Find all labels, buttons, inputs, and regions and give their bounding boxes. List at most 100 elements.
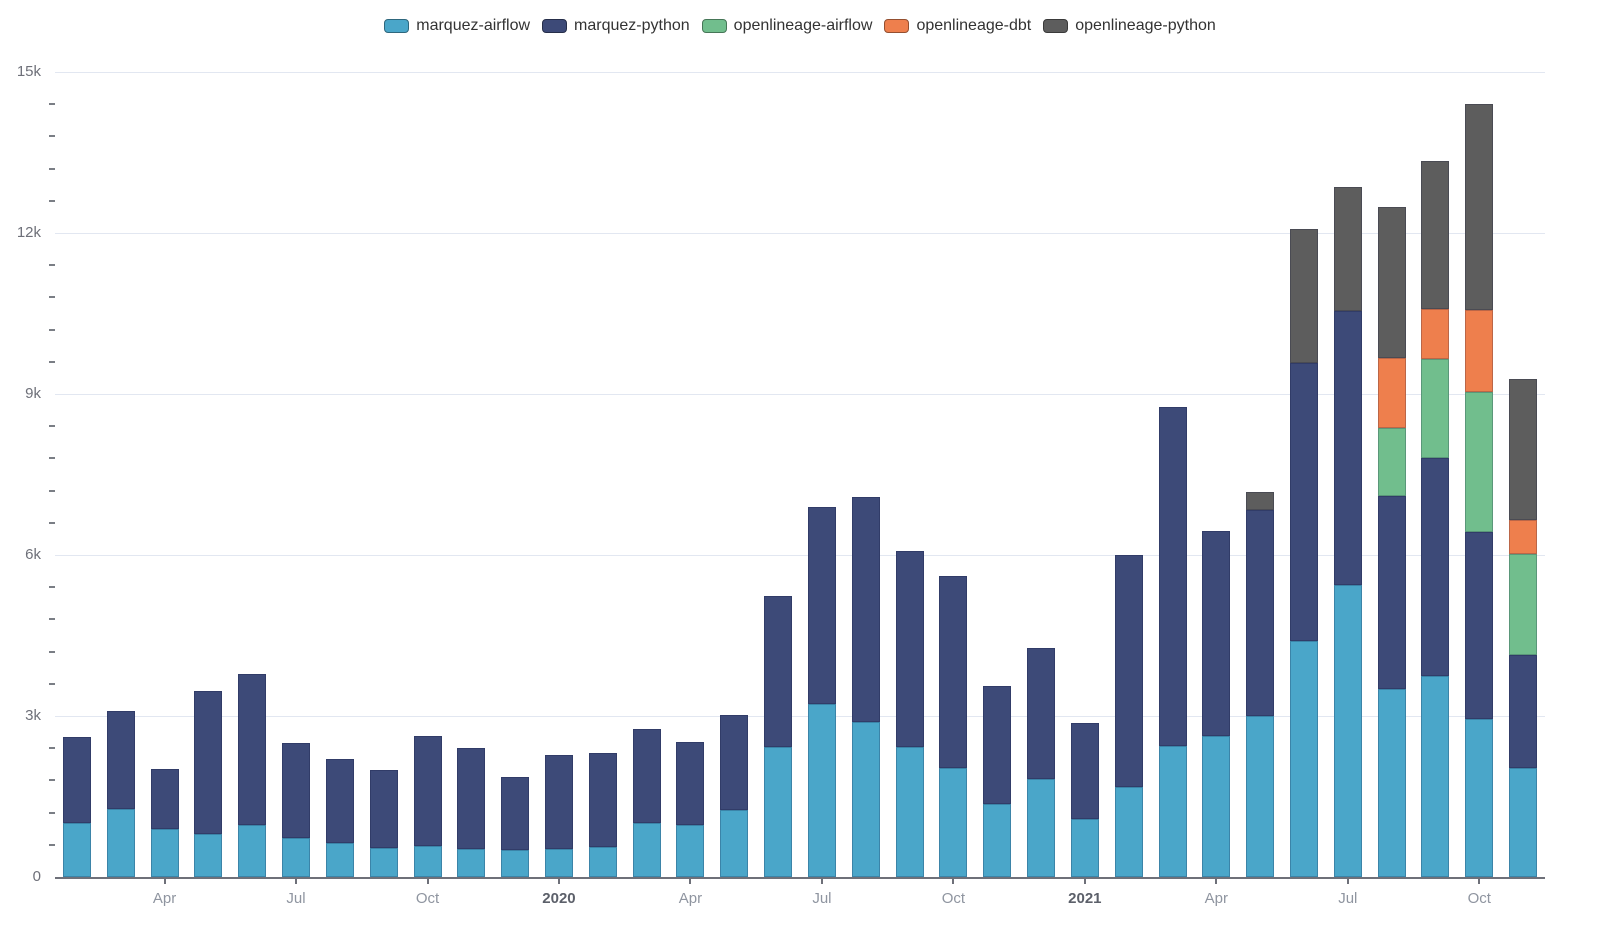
bar-stack[interactable] <box>413 736 442 877</box>
bar-segment-marquez-airflow[interactable] <box>544 848 573 877</box>
bar-segment-marquez-airflow[interactable] <box>983 804 1012 877</box>
bar-segment-marquez-python[interactable] <box>1509 655 1538 769</box>
bar-stack[interactable] <box>325 758 354 877</box>
bar-segment-marquez-python[interactable] <box>62 737 91 824</box>
bar-segment-marquez-airflow[interactable] <box>106 808 135 877</box>
bar-segment-marquez-python[interactable] <box>1377 495 1406 690</box>
bar-segment-marquez-airflow[interactable] <box>1333 584 1362 877</box>
bar-stack[interactable] <box>807 507 836 877</box>
bar-segment-marquez-python[interactable] <box>1246 509 1275 716</box>
bar-segment-marquez-airflow[interactable] <box>238 825 267 877</box>
bar-segment-openlineage-python[interactable] <box>1333 187 1362 311</box>
bar-stack[interactable] <box>194 691 223 877</box>
bar-stack[interactable] <box>544 755 573 877</box>
bar-stack[interactable] <box>764 595 793 877</box>
bar-segment-openlineage-python[interactable] <box>1421 161 1450 310</box>
bar-segment-marquez-python[interactable] <box>1027 648 1056 779</box>
bar-segment-marquez-python[interactable] <box>325 758 354 843</box>
bar-segment-marquez-python[interactable] <box>501 777 530 850</box>
bar-segment-marquez-airflow[interactable] <box>325 842 354 877</box>
bar-segment-marquez-python[interactable] <box>150 768 179 829</box>
bar-segment-marquez-python[interactable] <box>588 753 617 848</box>
bar-segment-marquez-airflow[interactable] <box>1246 716 1275 877</box>
bar-segment-openlineage-dbt[interactable] <box>1377 357 1406 429</box>
bar-segment-marquez-python[interactable] <box>1202 530 1231 737</box>
bar-stack[interactable] <box>676 741 705 877</box>
bar-segment-marquez-airflow[interactable] <box>1377 689 1406 877</box>
bar-segment-openlineage-airflow[interactable] <box>1509 553 1538 656</box>
bar-stack[interactable] <box>1465 104 1494 877</box>
bar-segment-marquez-airflow[interactable] <box>720 810 749 877</box>
bar-segment-marquez-python[interactable] <box>1070 723 1099 819</box>
bar-segment-marquez-python[interactable] <box>1333 310 1362 585</box>
bar-stack[interactable] <box>939 575 968 877</box>
bar-segment-marquez-python[interactable] <box>194 691 223 834</box>
bar-segment-marquez-python[interactable] <box>457 748 486 849</box>
bar-segment-marquez-python[interactable] <box>939 575 968 768</box>
bar-segment-marquez-python[interactable] <box>544 755 573 849</box>
bar-segment-openlineage-dbt[interactable] <box>1509 519 1538 554</box>
bar-segment-marquez-python[interactable] <box>851 497 880 723</box>
bar-stack[interactable] <box>588 753 617 877</box>
bar-stack[interactable] <box>1421 161 1450 877</box>
bar-segment-marquez-airflow[interactable] <box>62 823 91 877</box>
bar-segment-marquez-airflow[interactable] <box>807 704 836 877</box>
bar-segment-marquez-airflow[interactable] <box>764 747 793 877</box>
bar-segment-marquez-airflow[interactable] <box>194 833 223 877</box>
bar-segment-marquez-airflow[interactable] <box>1202 736 1231 877</box>
bar-segment-marquez-python[interactable] <box>1289 363 1318 641</box>
bar-segment-marquez-python[interactable] <box>1158 407 1187 746</box>
bar-stack[interactable] <box>895 550 924 877</box>
bar-segment-marquez-python[interactable] <box>369 769 398 849</box>
bar-segment-openlineage-airflow[interactable] <box>1465 392 1494 532</box>
bar-stack[interactable] <box>501 777 530 877</box>
bar-stack[interactable] <box>1246 492 1275 877</box>
bar-segment-marquez-airflow[interactable] <box>1158 745 1187 877</box>
bar-segment-openlineage-dbt[interactable] <box>1421 309 1450 359</box>
bar-segment-marquez-airflow[interactable] <box>895 746 924 877</box>
bar-segment-marquez-python[interactable] <box>238 674 267 826</box>
bar-segment-marquez-python[interactable] <box>895 550 924 747</box>
bar-segment-marquez-python[interactable] <box>1114 555 1143 787</box>
bar-stack[interactable] <box>62 737 91 877</box>
bar-segment-marquez-airflow[interactable] <box>413 846 442 877</box>
bar-segment-marquez-python[interactable] <box>807 507 836 705</box>
bar-segment-openlineage-python[interactable] <box>1465 104 1494 311</box>
bar-segment-marquez-airflow[interactable] <box>369 848 398 877</box>
bar-segment-marquez-python[interactable] <box>632 728 661 824</box>
bar-stack[interactable] <box>851 497 880 877</box>
legend-item-openlineage-dbt[interactable]: openlineage-dbt <box>884 18 1031 34</box>
bar-stack[interactable] <box>720 714 749 877</box>
bar-stack[interactable] <box>1202 530 1231 877</box>
bar-segment-marquez-airflow[interactable] <box>501 849 530 877</box>
bar-segment-marquez-airflow[interactable] <box>588 847 617 877</box>
bar-stack[interactable] <box>1509 379 1538 877</box>
bar-stack[interactable] <box>1158 407 1187 877</box>
bar-stack[interactable] <box>238 674 267 877</box>
bar-segment-openlineage-python[interactable] <box>1246 492 1275 510</box>
bar-segment-marquez-airflow[interactable] <box>676 825 705 877</box>
bar-stack[interactable] <box>457 748 486 877</box>
bar-stack[interactable] <box>1114 555 1143 877</box>
legend-item-openlineage-python[interactable]: openlineage-python <box>1043 18 1216 34</box>
legend-item-marquez-airflow[interactable]: marquez-airflow <box>384 18 530 34</box>
bar-segment-marquez-airflow[interactable] <box>1027 778 1056 877</box>
bar-stack[interactable] <box>1070 723 1099 877</box>
bar-segment-marquez-airflow[interactable] <box>1070 818 1099 877</box>
bar-segment-marquez-python[interactable] <box>413 736 442 847</box>
legend-item-marquez-python[interactable]: marquez-python <box>542 18 690 34</box>
bar-segment-marquez-python[interactable] <box>983 685 1012 805</box>
bar-segment-marquez-airflow[interactable] <box>851 722 880 877</box>
bar-segment-openlineage-airflow[interactable] <box>1421 358 1450 459</box>
bar-segment-marquez-airflow[interactable] <box>282 837 311 877</box>
bar-segment-marquez-python[interactable] <box>106 710 135 809</box>
bar-stack[interactable] <box>1027 648 1056 877</box>
bar-segment-marquez-airflow[interactable] <box>457 848 486 877</box>
bar-stack[interactable] <box>1377 207 1406 877</box>
bar-segment-openlineage-python[interactable] <box>1377 207 1406 358</box>
bar-segment-marquez-python[interactable] <box>1421 458 1450 676</box>
bar-stack[interactable] <box>282 742 311 877</box>
bar-segment-openlineage-dbt[interactable] <box>1465 310 1494 393</box>
bar-segment-marquez-python[interactable] <box>282 742 311 838</box>
bar-stack[interactable] <box>369 769 398 877</box>
